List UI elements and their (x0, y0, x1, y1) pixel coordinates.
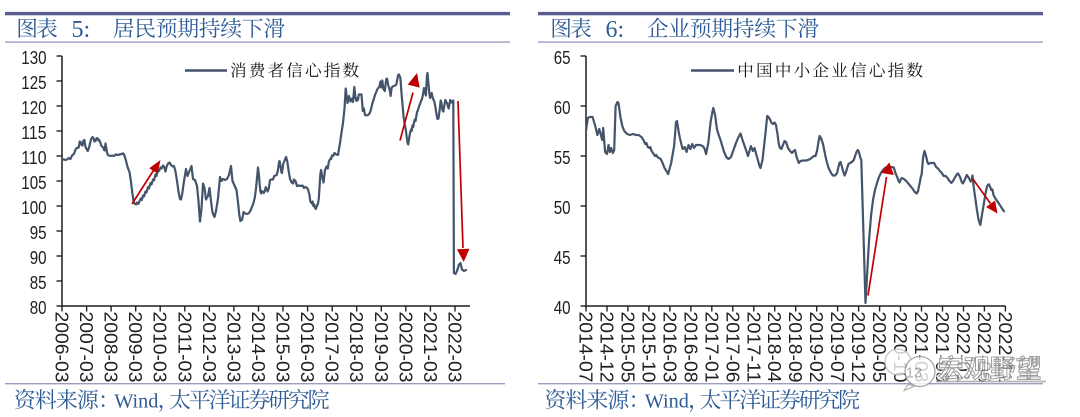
svg-text:95: 95 (30, 222, 47, 243)
svg-text:2019-07: 2019-07 (827, 312, 848, 383)
svg-text:2014-07: 2014-07 (576, 312, 597, 383)
svg-text:65: 65 (554, 47, 571, 68)
svg-text:2018-09: 2018-09 (785, 312, 806, 383)
svg-text:2021-03: 2021-03 (420, 312, 441, 383)
svg-text:2017-03: 2017-03 (322, 312, 343, 383)
svg-text:2008-03: 2008-03 (101, 312, 122, 383)
svg-text:5:: 5: (72, 17, 91, 43)
svg-text:50: 50 (554, 197, 571, 218)
svg-text:2015-10: 2015-10 (638, 312, 659, 383)
svg-text:Wind: Wind (114, 391, 158, 413)
svg-text:2019-03: 2019-03 (371, 312, 392, 383)
svg-text:2016-03: 2016-03 (659, 312, 680, 383)
svg-text:2019-12: 2019-12 (848, 312, 869, 383)
svg-text:2020-03: 2020-03 (395, 312, 416, 383)
svg-text:40: 40 (554, 297, 571, 318)
svg-text:2010-03: 2010-03 (150, 312, 171, 383)
svg-text:85: 85 (30, 272, 47, 293)
svg-text:115: 115 (21, 122, 46, 143)
svg-text:105: 105 (21, 172, 46, 193)
svg-text:2012-03: 2012-03 (199, 312, 220, 383)
svg-text:120: 120 (21, 97, 46, 118)
svg-text:80: 80 (30, 297, 47, 318)
svg-text:2020-05: 2020-05 (869, 312, 890, 383)
svg-text:2016-08: 2016-08 (680, 312, 701, 383)
svg-text:130: 130 (21, 47, 46, 68)
svg-text:Wind: Wind (645, 391, 689, 413)
svg-text:2016-03: 2016-03 (297, 312, 318, 383)
svg-text:2009-03: 2009-03 (125, 312, 146, 383)
svg-text:2017-06: 2017-06 (722, 312, 743, 383)
svg-text:2017-11: 2017-11 (743, 312, 764, 383)
svg-text:2014-12: 2014-12 (597, 312, 618, 383)
svg-text:55: 55 (554, 147, 571, 168)
svg-text:125: 125 (21, 72, 46, 93)
svg-text:2018-04: 2018-04 (764, 312, 785, 383)
svg-text:110: 110 (21, 147, 46, 168)
svg-text:2022-03: 2022-03 (445, 312, 466, 383)
svg-text:6:: 6: (606, 17, 625, 43)
svg-text:2014-03: 2014-03 (248, 312, 269, 383)
svg-text:100: 100 (21, 197, 46, 218)
svg-text:45: 45 (554, 247, 571, 268)
svg-text:2013-03: 2013-03 (223, 312, 244, 383)
svg-text:2006-03: 2006-03 (52, 312, 73, 383)
svg-text:2015-05: 2015-05 (617, 312, 638, 383)
svg-text:90: 90 (30, 247, 47, 268)
svg-text:2015-03: 2015-03 (273, 312, 294, 383)
svg-text:2007-03: 2007-03 (76, 312, 97, 383)
svg-text:2017-01: 2017-01 (701, 312, 722, 383)
svg-text:2018-03: 2018-03 (346, 312, 367, 383)
svg-text:2011-03: 2011-03 (174, 312, 195, 383)
svg-text:2019-02: 2019-02 (806, 312, 827, 383)
svg-text:60: 60 (554, 97, 571, 118)
svg-text:13: 13 (906, 366, 922, 382)
